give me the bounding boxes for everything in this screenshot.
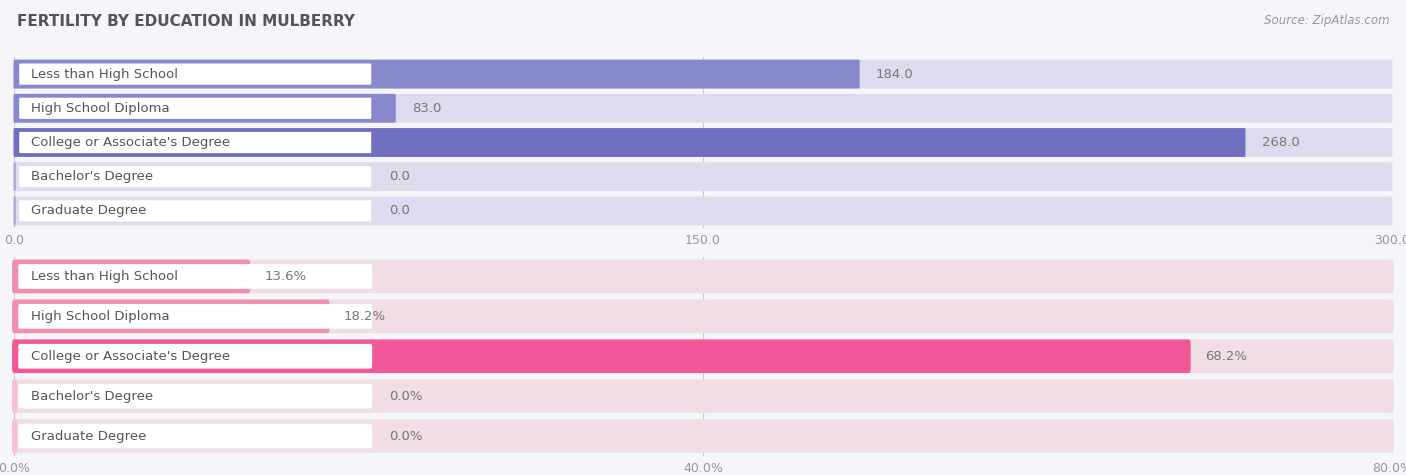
Text: 268.0: 268.0 xyxy=(1261,136,1299,149)
Text: College or Associate's Degree: College or Associate's Degree xyxy=(31,350,229,363)
Text: Bachelor's Degree: Bachelor's Degree xyxy=(31,170,153,183)
Text: 68.2%: 68.2% xyxy=(1205,350,1247,363)
Text: Graduate Degree: Graduate Degree xyxy=(31,429,146,443)
FancyBboxPatch shape xyxy=(20,166,371,187)
FancyBboxPatch shape xyxy=(18,344,373,369)
FancyBboxPatch shape xyxy=(13,380,1393,413)
FancyBboxPatch shape xyxy=(14,60,859,88)
FancyBboxPatch shape xyxy=(14,128,1392,157)
Text: 0.0%: 0.0% xyxy=(389,390,422,403)
FancyBboxPatch shape xyxy=(13,340,1191,373)
FancyBboxPatch shape xyxy=(14,128,1246,157)
FancyBboxPatch shape xyxy=(14,60,1392,88)
FancyBboxPatch shape xyxy=(13,260,250,293)
FancyBboxPatch shape xyxy=(13,300,1393,333)
FancyBboxPatch shape xyxy=(14,197,1392,225)
FancyBboxPatch shape xyxy=(20,64,371,85)
FancyBboxPatch shape xyxy=(13,419,17,453)
Text: 83.0: 83.0 xyxy=(412,102,441,115)
FancyBboxPatch shape xyxy=(20,98,371,119)
FancyBboxPatch shape xyxy=(13,380,17,413)
Text: Less than High School: Less than High School xyxy=(31,270,177,283)
FancyBboxPatch shape xyxy=(13,260,1393,293)
FancyBboxPatch shape xyxy=(14,94,1392,123)
FancyBboxPatch shape xyxy=(13,300,329,333)
Text: 13.6%: 13.6% xyxy=(264,270,307,283)
FancyBboxPatch shape xyxy=(13,340,1393,373)
Text: FERTILITY BY EDUCATION IN MULBERRY: FERTILITY BY EDUCATION IN MULBERRY xyxy=(17,14,354,29)
FancyBboxPatch shape xyxy=(14,162,1392,191)
FancyBboxPatch shape xyxy=(14,197,15,225)
Text: High School Diploma: High School Diploma xyxy=(31,102,169,115)
Text: College or Associate's Degree: College or Associate's Degree xyxy=(31,136,229,149)
Text: 184.0: 184.0 xyxy=(876,67,914,81)
FancyBboxPatch shape xyxy=(20,200,371,221)
FancyBboxPatch shape xyxy=(18,264,373,289)
Text: 0.0: 0.0 xyxy=(389,204,409,218)
FancyBboxPatch shape xyxy=(18,304,373,329)
Text: 18.2%: 18.2% xyxy=(344,310,387,323)
Text: Bachelor's Degree: Bachelor's Degree xyxy=(31,390,153,403)
Text: 0.0: 0.0 xyxy=(389,170,409,183)
Text: Graduate Degree: Graduate Degree xyxy=(31,204,146,218)
FancyBboxPatch shape xyxy=(13,419,1393,453)
Text: Less than High School: Less than High School xyxy=(31,67,177,81)
Text: High School Diploma: High School Diploma xyxy=(31,310,169,323)
FancyBboxPatch shape xyxy=(20,132,371,153)
Text: Source: ZipAtlas.com: Source: ZipAtlas.com xyxy=(1264,14,1389,27)
FancyBboxPatch shape xyxy=(18,424,373,448)
Text: 0.0%: 0.0% xyxy=(389,429,422,443)
FancyBboxPatch shape xyxy=(14,162,15,191)
FancyBboxPatch shape xyxy=(18,384,373,408)
FancyBboxPatch shape xyxy=(14,94,395,123)
